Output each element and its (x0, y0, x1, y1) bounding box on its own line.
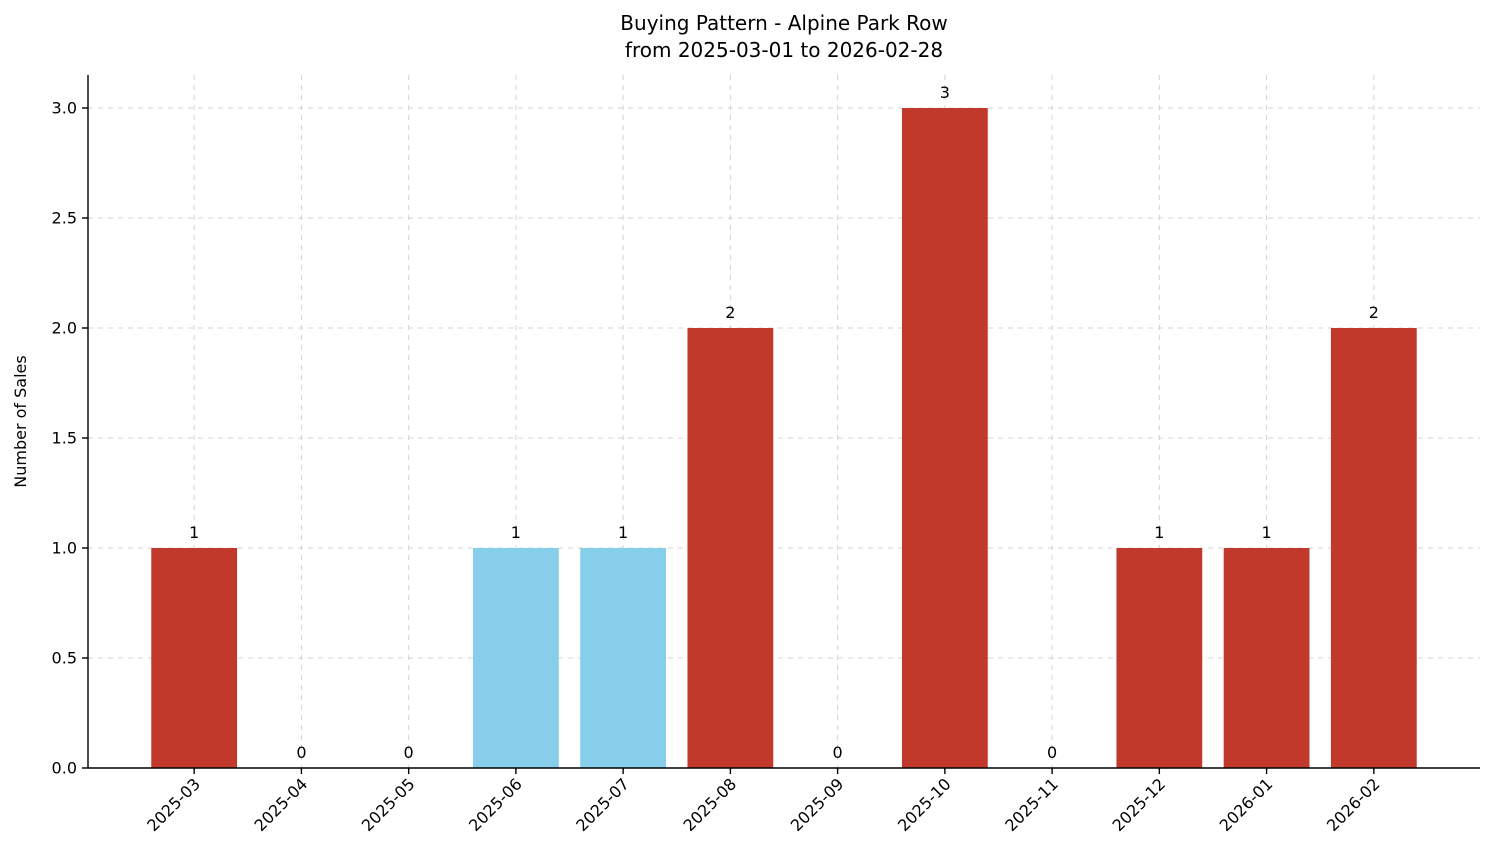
bar-value-label-2025-12: 1 (1154, 523, 1164, 542)
bar-value-label-2025-07: 1 (618, 523, 628, 542)
bar-2025-12 (1116, 548, 1203, 768)
x-tick-label-2026-02: 2026-02 (1323, 774, 1384, 835)
x-tick-label-2025-06: 2025-06 (465, 774, 526, 835)
bar-2025-08 (687, 328, 774, 768)
x-tick-label-2025-12: 2025-12 (1108, 774, 1169, 835)
x-tick-label-2025-09: 2025-09 (787, 774, 848, 835)
x-tick-label-2026-01: 2026-01 (1216, 774, 1277, 835)
bar-value-label-2025-08: 2 (725, 303, 735, 322)
y-tick-label: 2.5 (52, 209, 77, 228)
x-tick-label-2025-11: 2025-11 (1001, 774, 1062, 835)
x-tick-label-2025-08: 2025-08 (679, 774, 740, 835)
bar-2025-07 (580, 548, 667, 768)
bar-value-label-2025-04: 0 (296, 743, 306, 762)
y-tick-label: 2.0 (52, 319, 77, 338)
bar-2025-06 (472, 548, 559, 768)
y-tick-label: 1.0 (52, 539, 77, 558)
bar-2026-01 (1223, 548, 1310, 768)
bar-value-label-2025-11: 0 (1047, 743, 1057, 762)
chart-title-block: Buying Pattern - Alpine Park Row from 20… (88, 10, 1480, 64)
x-tick-label-2025-04: 2025-04 (251, 774, 312, 835)
bar-2026-02 (1330, 328, 1417, 768)
bar-value-label-2025-03: 1 (189, 523, 199, 542)
y-tick-label: 3.0 (52, 99, 77, 118)
bar-value-label-2026-01: 1 (1261, 523, 1271, 542)
x-tick-label-2025-03: 2025-03 (143, 774, 204, 835)
x-tick-label-2025-05: 2025-05 (358, 774, 419, 835)
y-tick-label: 1.5 (52, 429, 77, 448)
bar-value-label-2025-09: 0 (833, 743, 843, 762)
bar-value-label-2025-10: 3 (940, 83, 950, 102)
y-tick-label: 0.0 (52, 759, 77, 778)
y-axis-label: Number of Sales (11, 355, 30, 487)
bar-value-label-2026-02: 2 (1369, 303, 1379, 322)
x-tick-label-2025-10: 2025-10 (894, 774, 955, 835)
bar-value-label-2025-06: 1 (511, 523, 521, 542)
chart-title: Buying Pattern - Alpine Park Row (620, 11, 948, 35)
bar-2025-03 (151, 548, 238, 768)
chart-subtitle: from 2025-03-01 to 2026-02-28 (624, 37, 944, 62)
y-tick-label: 0.5 (52, 649, 77, 668)
bar-2025-10 (901, 108, 988, 768)
bar-value-label-2025-05: 0 (404, 743, 414, 762)
x-tick-label-2025-07: 2025-07 (572, 774, 633, 835)
